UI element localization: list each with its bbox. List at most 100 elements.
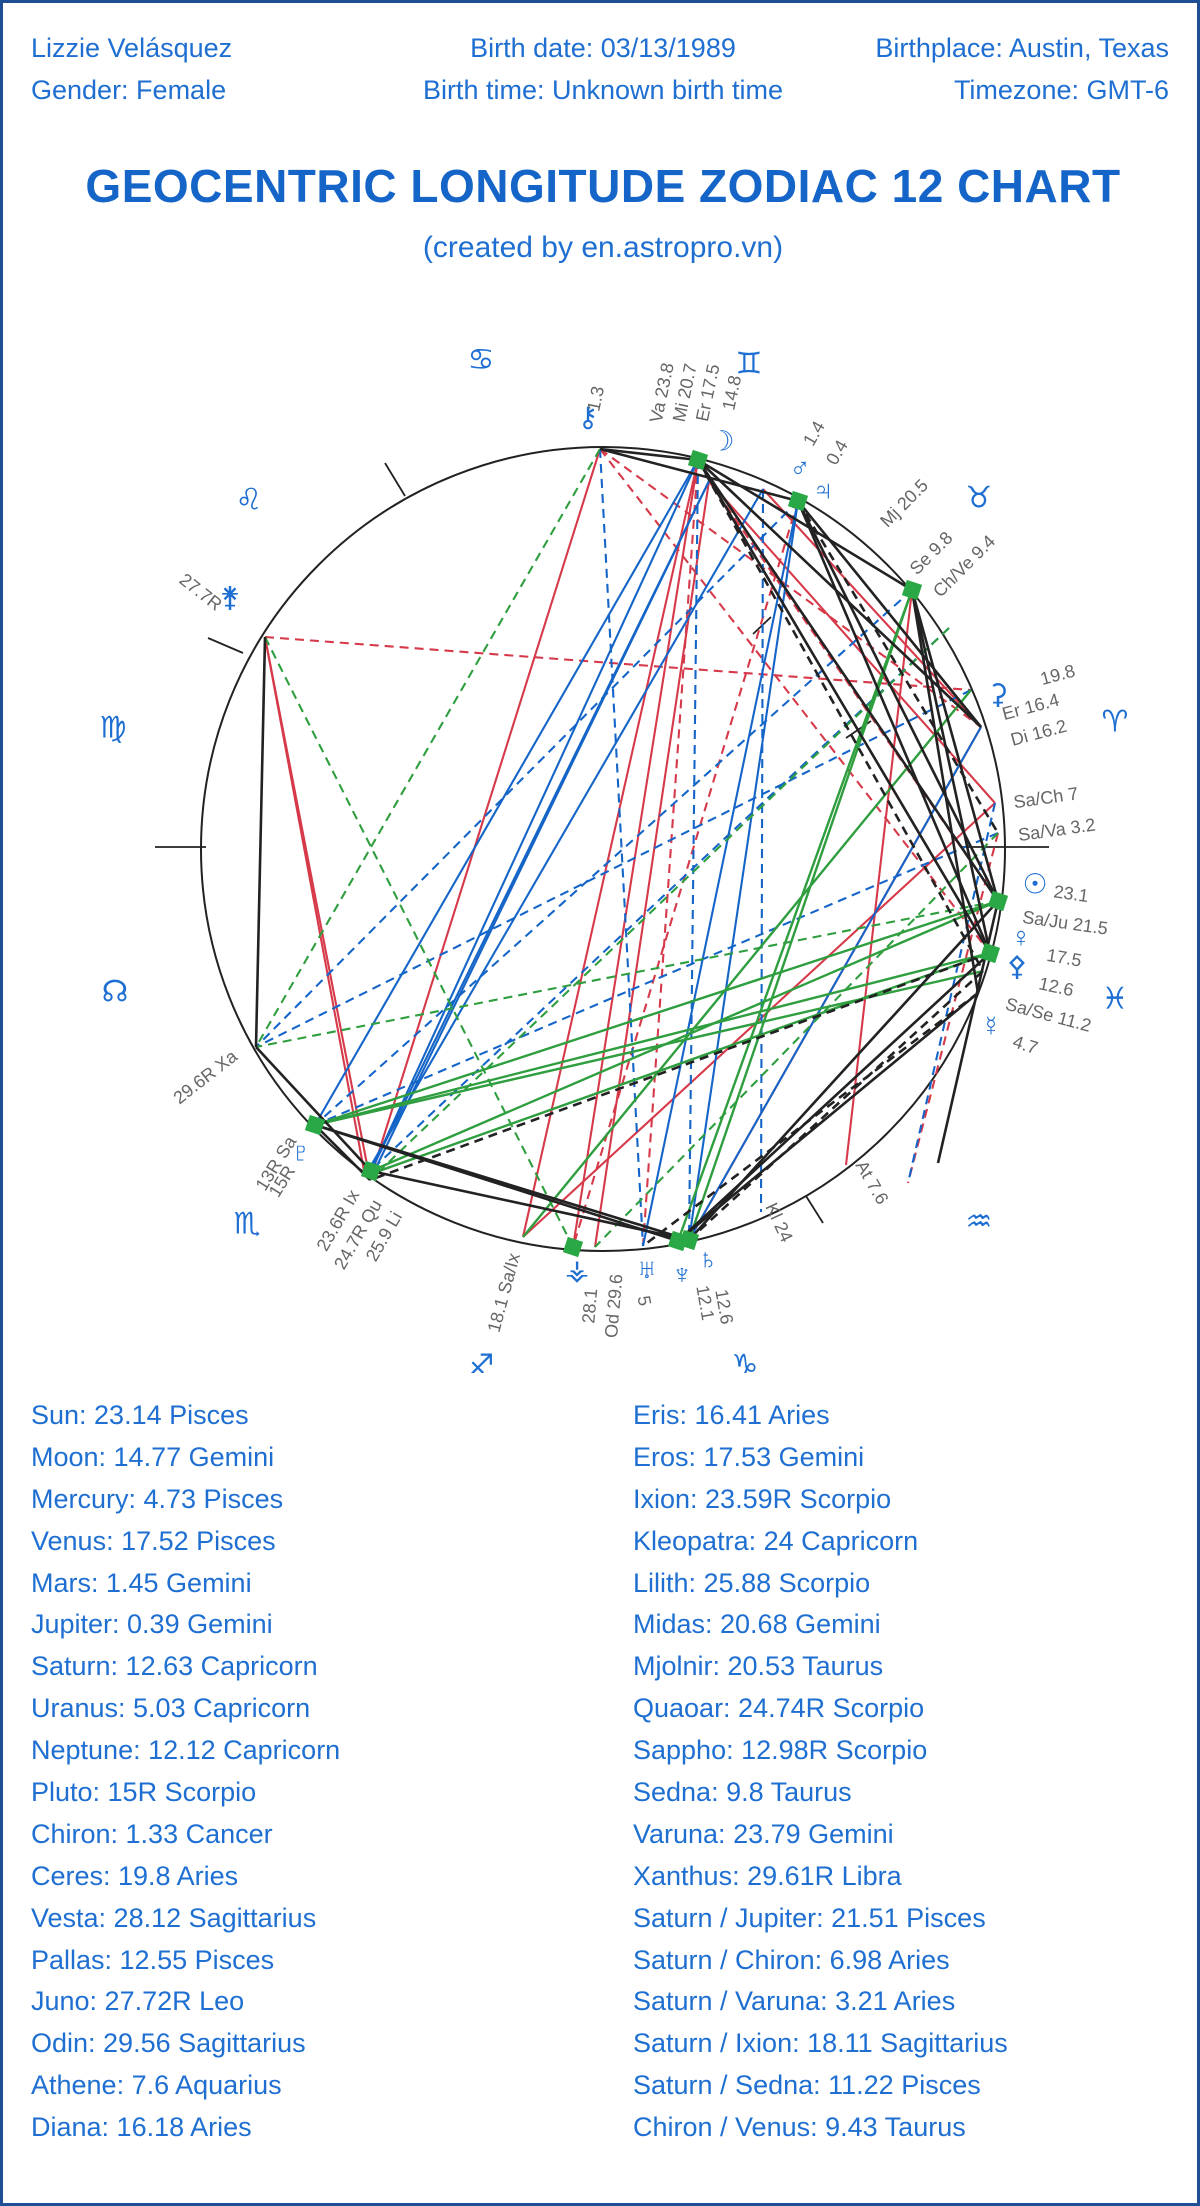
green-aspect-line [314, 899, 999, 1127]
position-item: Neptune: 12.12 Capricorn [31, 1735, 341, 1766]
blue-aspect-line [759, 488, 765, 1213]
blue-aspect-line [370, 459, 699, 1172]
green-aspect-line [522, 689, 972, 1238]
position-item: Saturn / Varuna: 3.21 Aries [633, 1986, 956, 2017]
leo-icon: ♌ [236, 483, 263, 518]
scorpio-icon: ♏ [234, 1207, 261, 1242]
capricorn-icon: ♑ [732, 1349, 759, 1374]
planet-marker [901, 579, 923, 601]
blue-aspect-line [598, 448, 645, 1247]
red-aspect-line [844, 589, 914, 1166]
black-aspect-line [696, 459, 985, 972]
pisces-icon: ♓ [1102, 982, 1129, 1017]
position-item: Odin: 29.56 Sagittarius [31, 2028, 306, 2059]
wheel-label: 4.7 [1010, 1031, 1040, 1058]
position-item: Uranus: 5.03 Capricorn [31, 1693, 311, 1724]
blue-aspect-line [370, 480, 710, 1172]
blue-aspect-line [364, 627, 950, 1177]
blue-aspect-line [314, 589, 913, 1126]
position-item: Mjolnir: 20.53 Taurus [633, 1651, 884, 1682]
green-aspect-line [676, 589, 914, 1242]
gender: Gender: Female [31, 75, 227, 105]
sign-glyphs: ♈ ♉ ♊ ♋ ♌ ♍ ☊ ♏ ♐ ♑ ♒ ♓ [100, 343, 1129, 1374]
black-aspect-line [314, 1124, 371, 1181]
position-item: Vesta: 28.12 Sagittarius [31, 1902, 317, 1933]
position-item: Saturn: 12.63 Capricorn [31, 1651, 318, 1682]
wheel-label: 1.3 [583, 384, 608, 413]
wheel-label: 17.5 [1045, 945, 1083, 971]
blue-aspect-line [688, 726, 982, 1241]
position-item: Athene: 7.6 Aquarius [31, 2070, 282, 2101]
black-aspect-line [369, 951, 991, 1182]
mars-icon: ♂ [790, 452, 811, 483]
position-item: Pluto: 15R Scorpio [31, 1777, 257, 1808]
black-aspect-line [642, 991, 979, 1248]
red-aspect-line [571, 500, 800, 1248]
birth-time: Birth time: Unknown birth time [422, 75, 784, 105]
position-item: Ixion: 23.59R Scorpio [633, 1483, 892, 1514]
wheel-label: Od 29.6 [601, 1273, 627, 1339]
positions-right-column: Eris: 16.41 Aries Eros: 17.53 Gemini Ixion… [633, 1395, 1008, 2149]
position-item: Diana: 16.18 Aries [31, 2112, 252, 2143]
position-item: Pallas: 12.55 Pisces [31, 1944, 275, 1975]
pluto-icon: ♇ [291, 1136, 312, 1167]
position-item: Xanthus: 29.61R Libra [633, 1860, 902, 1891]
black-aspect-line [910, 589, 1000, 902]
page-title: GEOCENTRIC LONGITUDE ZODIAC 12 CHART [85, 160, 1121, 212]
birthplace: Birthplace: Austin, Texas [875, 33, 1169, 63]
position-item: Kleopatra: 24 Capricorn [633, 1525, 919, 1556]
blue-aspect-line [314, 832, 999, 1126]
position-item: Quaoar: 24.74R Scorpio [633, 1693, 925, 1724]
neptune-icon: ♆ [672, 1258, 693, 1289]
saturn-icon: ♄ [698, 1243, 719, 1274]
position-item: Chiron / Venus: 9.43 Taurus [633, 2112, 966, 2143]
green-aspect-line [369, 627, 950, 1181]
black-aspect-line [697, 459, 982, 728]
black-aspect-line [696, 459, 1000, 902]
sun-icon: ☉ [1022, 868, 1047, 899]
north-node-icon: ☊ [102, 975, 129, 1010]
black-aspect-line [255, 1046, 372, 1172]
mercury-icon: ☿ [981, 1010, 1002, 1041]
position-item: Eros: 17.53 Gemini [633, 1441, 865, 1472]
position-item: Moon: 14.77 Gemini [31, 1441, 275, 1472]
position-item: Midas: 20.68 Gemini [633, 1609, 881, 1640]
wheel-label: Sa/Ju 21.5 [1021, 907, 1109, 939]
planet-marker [787, 490, 809, 512]
wheel-label: 12.6 [711, 1288, 737, 1326]
wheel-circle [200, 446, 1006, 1252]
house-tick [207, 637, 244, 654]
black-aspect-line [370, 1169, 690, 1242]
red-aspect-line [522, 802, 996, 1238]
wheel-label: 0.4 [822, 437, 852, 469]
juno-icon: ⚵ [220, 581, 241, 612]
position-item: Saturn / Chiron: 6.98 Aries [633, 1944, 950, 1975]
black-aspect-line [697, 458, 913, 592]
green-aspect-line [255, 899, 999, 1049]
zodiac-wheel: ♈♉♊♋♌♍☊♏♐ ♑♒♓ ⚷1.3 Va 23.8Mi 20.7Er 17.514… [100, 343, 1129, 1374]
planet-markers [304, 449, 1009, 1258]
jupiter-icon: ♃ [813, 474, 834, 505]
black-aspect-line [796, 500, 1000, 834]
green-aspect-line [687, 589, 914, 1241]
red-aspect-line [641, 459, 700, 1247]
position-item: Sun: 23.14 Pisces [31, 1400, 249, 1430]
wheel-label: Sa/Ch 7 [1012, 783, 1079, 812]
green-aspect-line [370, 899, 999, 1173]
planet-marker [987, 890, 1009, 912]
position-item: Saturn / Sedna: 11.22 Pisces [633, 2070, 981, 2101]
black-aspect-line [688, 900, 999, 1241]
blue-aspect-line [641, 500, 800, 1247]
blue-aspect-line [255, 689, 972, 1048]
position-item: Mercury: 4.73 Pisces [31, 1483, 284, 1514]
venus-icon: ♀ [1011, 921, 1032, 952]
black-aspect-line [254, 636, 267, 1048]
person-name: Lizzie Velásquez [31, 33, 233, 63]
green-aspect-line [264, 636, 574, 1248]
aries-icon: ♈ [1102, 705, 1129, 740]
sagittarius-icon: ♐ [468, 1349, 495, 1374]
wheel-label: 1.4 [799, 418, 829, 450]
green-aspect-line [594, 832, 999, 1248]
aquarius-icon: ♒ [966, 1205, 993, 1240]
